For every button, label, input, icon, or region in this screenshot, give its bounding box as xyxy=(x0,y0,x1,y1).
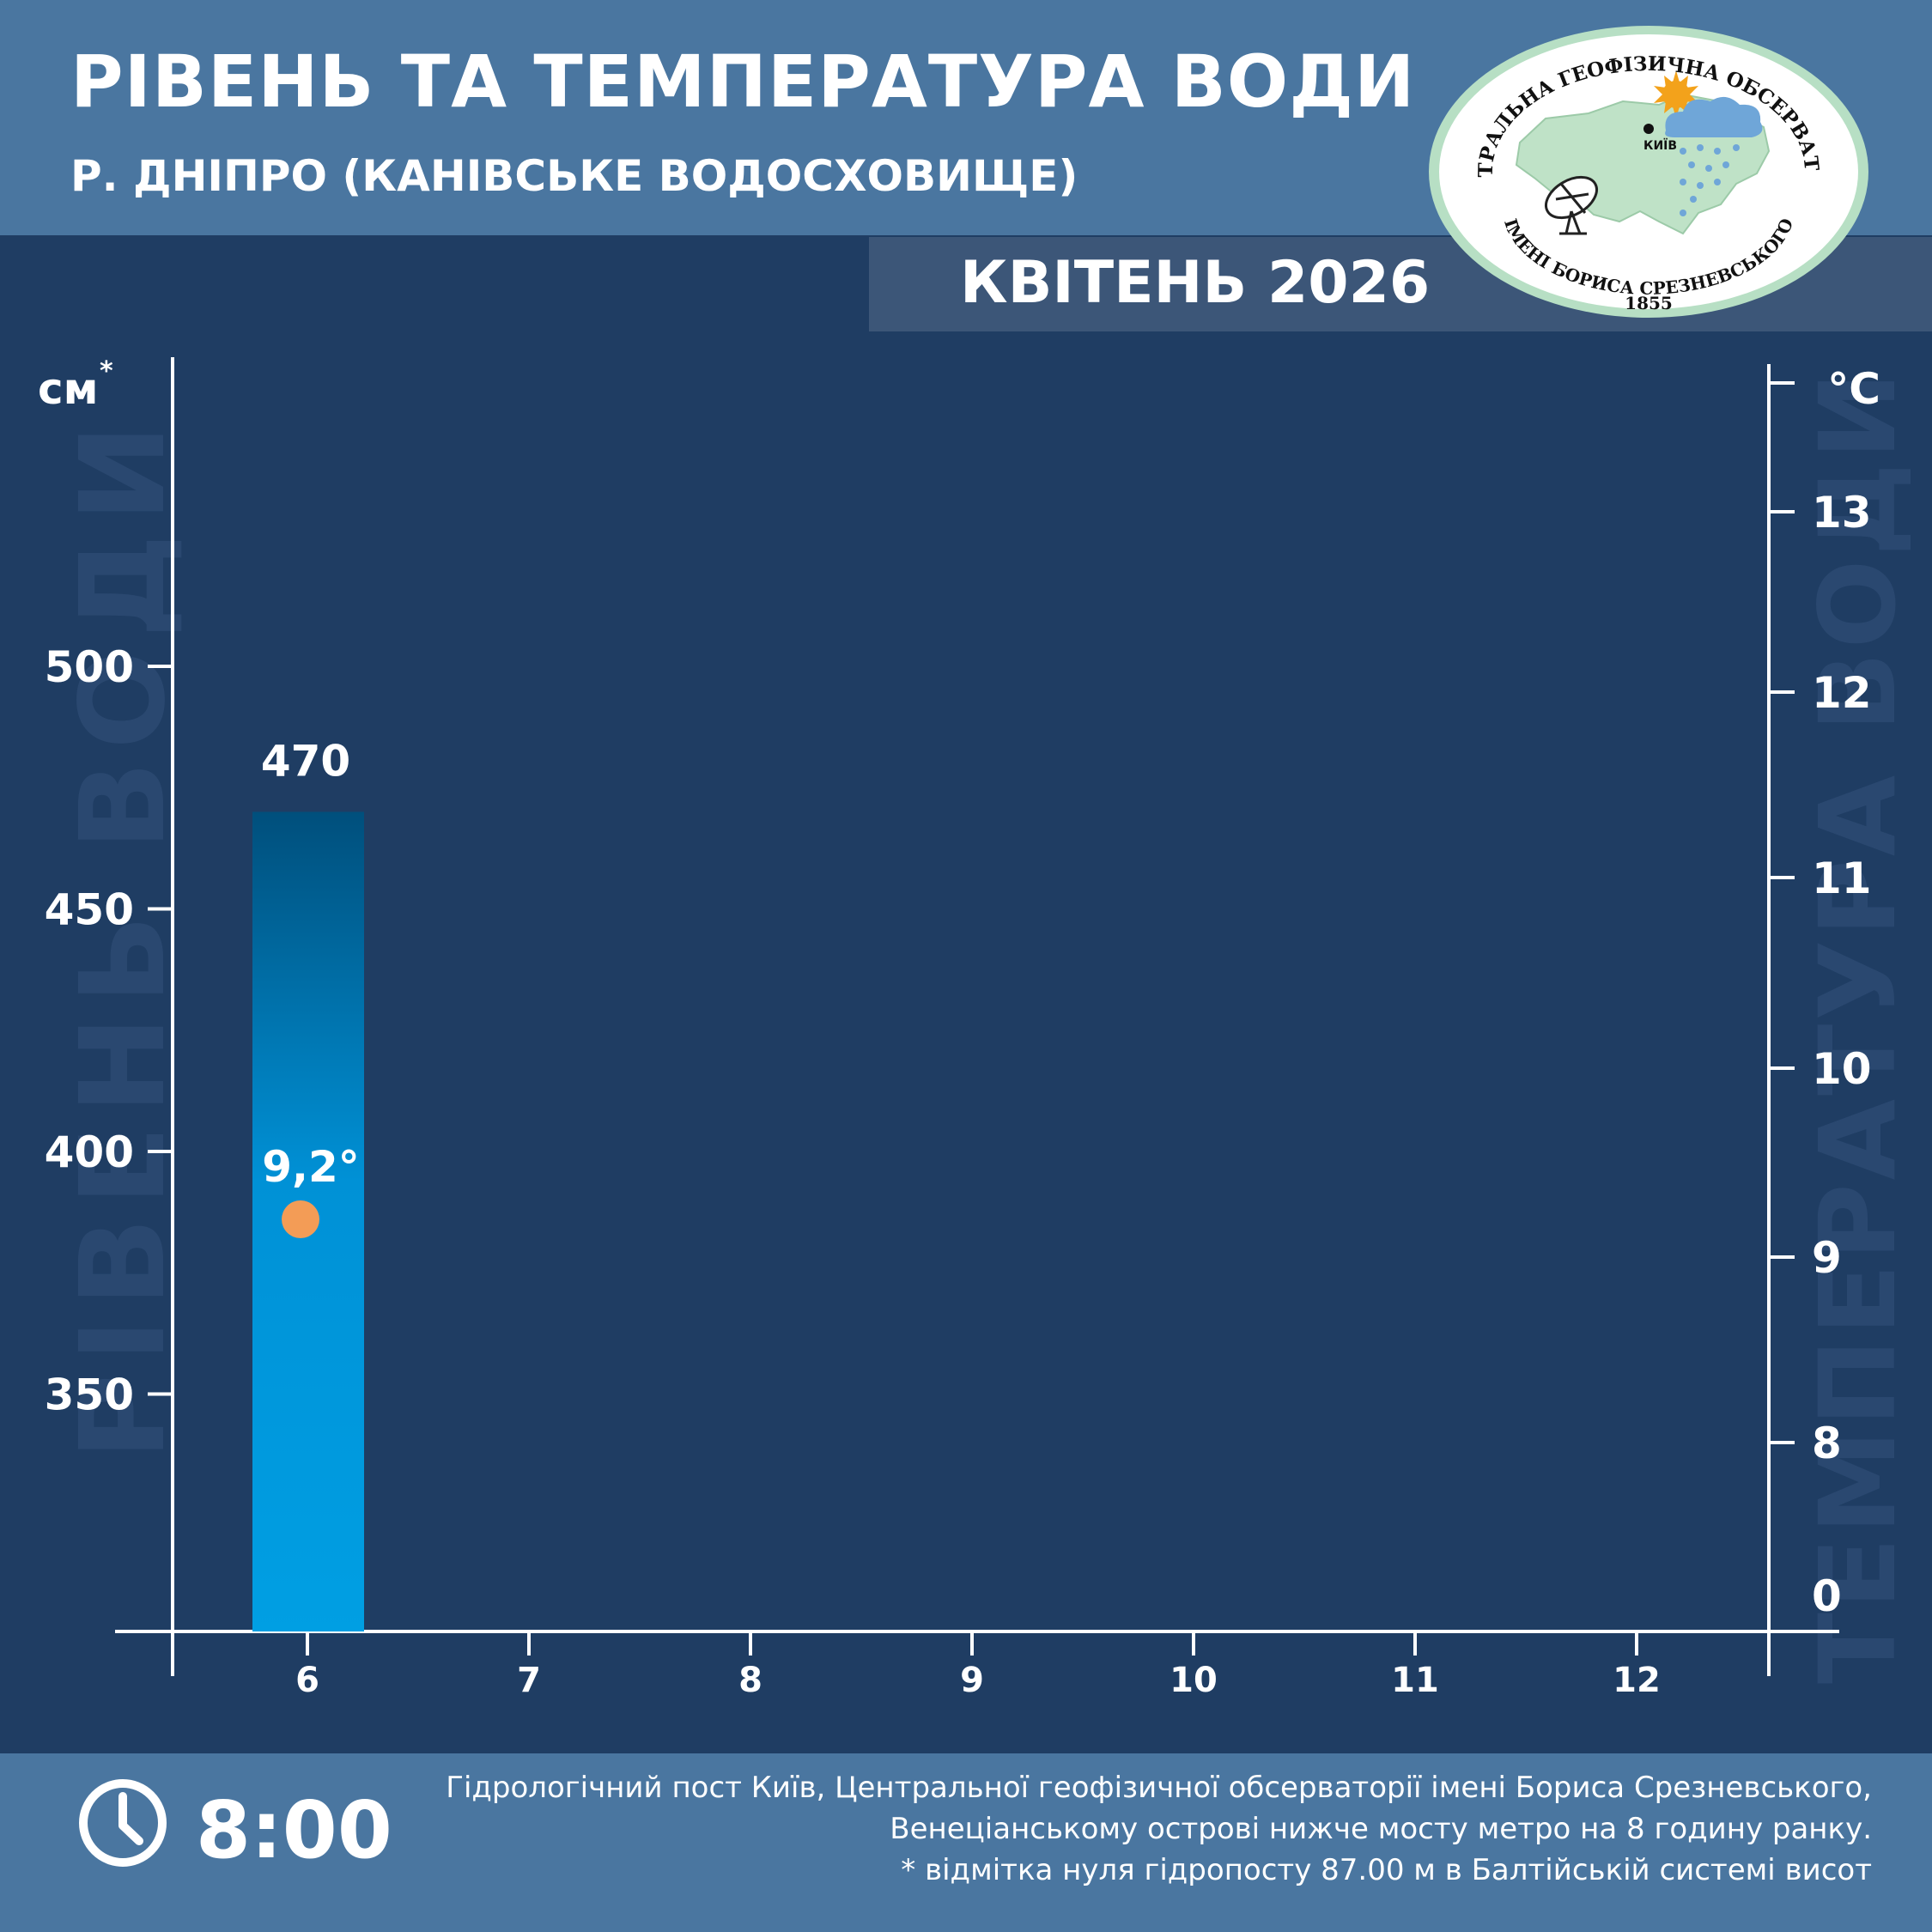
logo-city: КИЇВ xyxy=(1643,138,1677,153)
right-tick-label: 12 xyxy=(1812,668,1872,718)
left-tick-label: 450 xyxy=(45,885,134,935)
temperature-data-label: 9,2° xyxy=(262,1142,360,1192)
temperature-point xyxy=(282,1200,319,1238)
x-tick-label: 10 xyxy=(1170,1661,1218,1700)
x-tick-label: 6 xyxy=(295,1661,319,1700)
right-tick-label: 8 xyxy=(1812,1419,1842,1468)
right-axis-unit: °C xyxy=(1827,364,1880,414)
satellite-dish-icon xyxy=(1545,175,1598,235)
x-tick-label: 8 xyxy=(738,1661,762,1700)
logo-year: 1855 xyxy=(1625,293,1673,313)
right-tick-label: 10 xyxy=(1812,1044,1872,1094)
x-tick-label: 7 xyxy=(517,1661,541,1700)
footer-note-line-2: Венеціанському острові нижче мосту метро… xyxy=(890,1812,1872,1846)
observatory-logo: КИЇВ ЦЕНТРАЛЬНА ГЕОФІЗИЧНА ОБСЕРВАТОРІЯ … xyxy=(1425,22,1868,318)
left-tick-label: 350 xyxy=(45,1370,134,1420)
footer-note-line-3: * відмітка нуля гідропосту 87.00 м в Бал… xyxy=(901,1853,1872,1887)
right-tick-label: 11 xyxy=(1812,854,1872,903)
level-data-label: 470 xyxy=(261,737,350,787)
rain-drops-icon xyxy=(1680,144,1740,216)
footer-band xyxy=(0,1753,1932,1932)
left-axis-unit: см xyxy=(38,364,99,414)
left-tick-label: 400 xyxy=(45,1127,134,1177)
right-tick-label: 13 xyxy=(1812,488,1872,538)
month-label: КВІТЕНЬ 2026 xyxy=(960,249,1431,317)
rain-cloud-icon xyxy=(1665,96,1763,137)
observation-time: 8:00 xyxy=(196,1784,392,1876)
left-tick-label: 500 xyxy=(45,642,134,692)
kyiv-marker xyxy=(1643,124,1654,134)
left-axis-watermark: РІВЕНЬ ВОДИ xyxy=(56,412,191,1460)
left-axis-unit-mark: * xyxy=(100,356,113,386)
x-tick-label: 11 xyxy=(1391,1661,1439,1700)
page-title: РІВЕНЬ ТА ТЕМПЕРАТУРА ВОДИ xyxy=(70,39,1416,124)
x-tick-label: 12 xyxy=(1613,1661,1661,1700)
footer-note-line-1: Гідрологічний пост Київ, Центральної гео… xyxy=(446,1771,1872,1805)
sun-icon xyxy=(1654,70,1698,118)
right-tick-label: 0 xyxy=(1812,1571,1842,1621)
x-tick-label: 9 xyxy=(960,1661,984,1700)
right-axis-watermark: ТЕМПЕРАТУРА ВОДИ xyxy=(1797,368,1919,1684)
page-subtitle: Р. ДНІПРО (КАНІВСЬКЕ ВОДОСХОВИЩЕ) xyxy=(70,151,1078,201)
right-tick-label: 9 xyxy=(1812,1233,1842,1283)
clock-icon xyxy=(79,1779,167,1867)
